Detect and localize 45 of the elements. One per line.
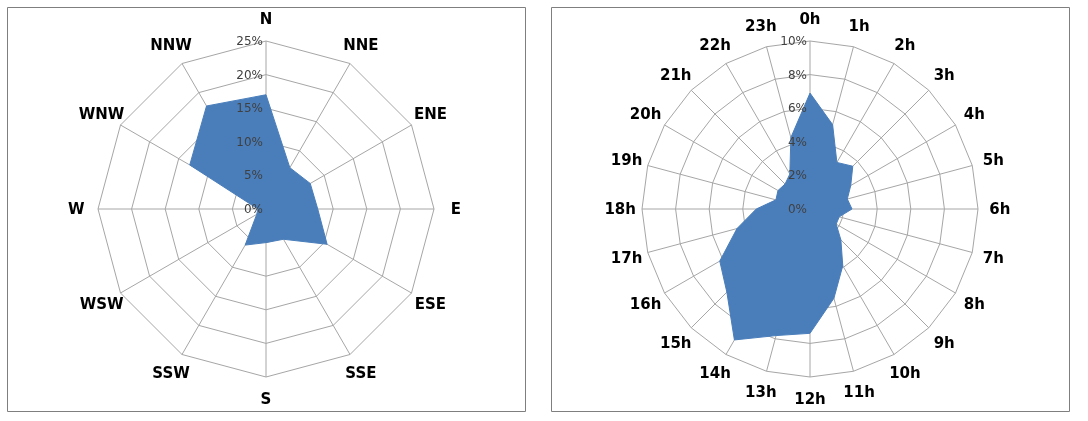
spoke-label: 15h [659, 334, 692, 353]
spoke-label: W [67, 200, 85, 218]
spoke-label: 7h [982, 249, 1004, 268]
spoke-label: 2h [894, 35, 916, 54]
spoke-label: SSE [345, 364, 377, 383]
spoke-label: 13h [745, 383, 777, 402]
spoke-label: ESE [414, 294, 447, 313]
spoke-label: 5h [982, 150, 1004, 169]
spoke-label: 9h [933, 334, 955, 353]
spoke-label: S [260, 389, 272, 408]
spoke-label: 18h [604, 200, 636, 218]
y-tick-label: 2% [787, 168, 807, 183]
spoke-label: ENE [413, 105, 447, 124]
y-tick-label: 8% [787, 67, 807, 82]
spoke-label: 22h [699, 35, 731, 54]
spoke-label: 17h [610, 249, 643, 268]
spoke-label: 6h [989, 200, 1011, 218]
spoke-label: N [259, 10, 273, 29]
spoke-label: 14h [699, 364, 731, 383]
spoke-label: 12h [794, 389, 826, 408]
y-tick-label: 5% [243, 168, 263, 183]
spoke-label: WNW [78, 105, 125, 124]
spoke-label: 11h [843, 383, 875, 402]
spoke-label: NNE [343, 35, 379, 54]
y-tick-label: 15% [236, 101, 263, 116]
spoke-label: 19h [610, 150, 643, 169]
spoke-label: WSW [79, 294, 124, 313]
spoke-label: 16h [629, 294, 662, 313]
y-tick-label: 20% [236, 67, 263, 82]
y-tick-label: 10% [780, 34, 807, 48]
spoke-label: 23h [745, 16, 777, 35]
spoke-label: NNW [150, 35, 193, 54]
spoke-label: 4h [963, 105, 985, 124]
spoke-label: 1h [848, 16, 870, 35]
spoke-label: 10h [889, 364, 921, 383]
spoke-label: 0h [799, 10, 821, 29]
y-tick-label: 10% [236, 134, 263, 149]
spoke-label: E [450, 200, 461, 218]
spoke-label: SSW [152, 364, 191, 383]
y-tick-label: 0% [787, 202, 807, 216]
spoke-label: 20h [629, 105, 662, 124]
y-tick-label: 25% [236, 34, 263, 48]
spoke-label: 3h [933, 65, 955, 84]
spoke-label: 21h [659, 65, 692, 84]
spoke-label: 8h [963, 294, 985, 313]
